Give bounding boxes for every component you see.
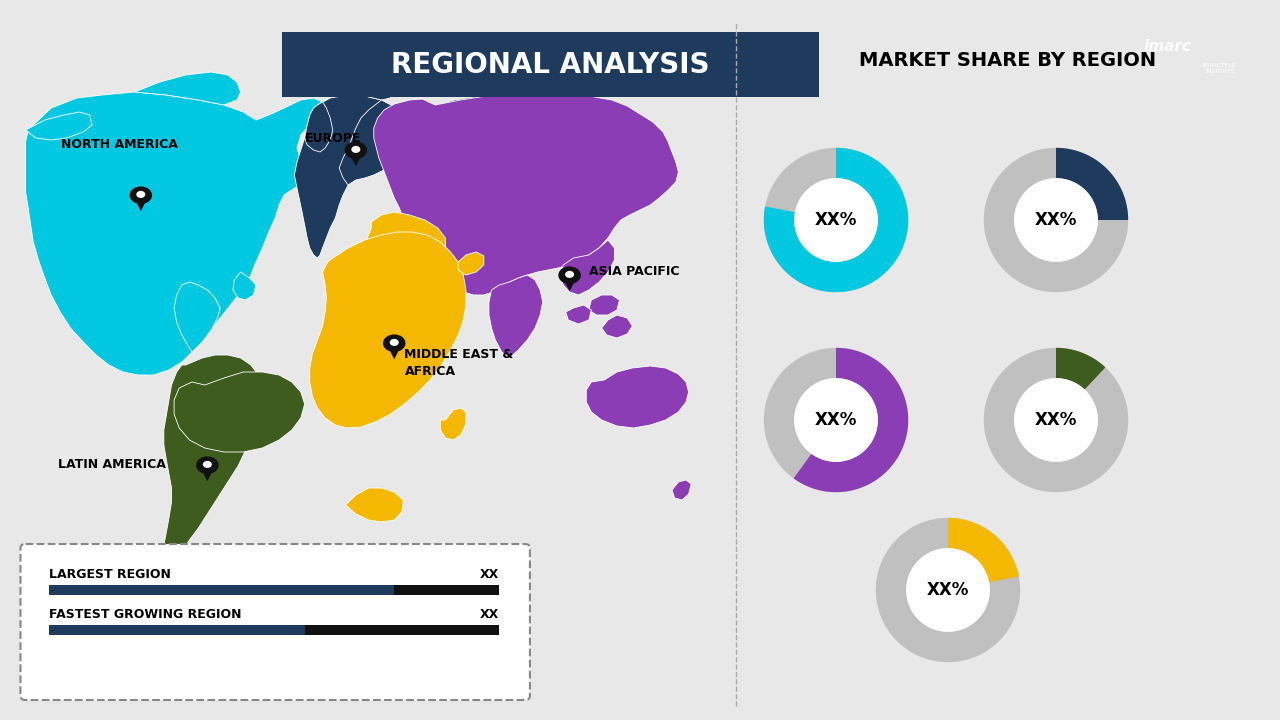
Polygon shape xyxy=(1056,148,1128,220)
Polygon shape xyxy=(310,232,466,428)
FancyBboxPatch shape xyxy=(49,585,499,595)
Polygon shape xyxy=(794,348,909,492)
Text: EUROPE: EUROPE xyxy=(305,132,361,145)
Polygon shape xyxy=(367,212,445,268)
Text: ASIA PACIFIC: ASIA PACIFIC xyxy=(589,265,680,278)
Polygon shape xyxy=(586,366,689,428)
Polygon shape xyxy=(764,148,909,292)
Circle shape xyxy=(136,191,146,198)
Polygon shape xyxy=(339,93,614,185)
Text: MIDDLE EAST &
AFRICA: MIDDLE EAST & AFRICA xyxy=(404,348,513,378)
Circle shape xyxy=(794,378,878,462)
Polygon shape xyxy=(984,348,1128,492)
Polygon shape xyxy=(305,102,333,152)
Text: NORTH AMERICA: NORTH AMERICA xyxy=(61,138,178,151)
FancyBboxPatch shape xyxy=(20,544,530,700)
Polygon shape xyxy=(294,95,412,258)
Polygon shape xyxy=(387,343,402,359)
Circle shape xyxy=(1014,378,1098,462)
Circle shape xyxy=(1014,178,1098,262)
Polygon shape xyxy=(458,252,484,275)
Polygon shape xyxy=(374,93,678,295)
Polygon shape xyxy=(566,305,591,324)
Polygon shape xyxy=(26,92,323,375)
Polygon shape xyxy=(26,112,92,140)
Polygon shape xyxy=(764,148,909,292)
Polygon shape xyxy=(672,480,691,500)
Polygon shape xyxy=(440,408,466,440)
Polygon shape xyxy=(948,518,1019,582)
Polygon shape xyxy=(164,355,262,592)
Circle shape xyxy=(906,548,989,632)
Polygon shape xyxy=(764,348,909,492)
Circle shape xyxy=(389,339,399,346)
Circle shape xyxy=(344,141,367,159)
Circle shape xyxy=(202,461,212,468)
Polygon shape xyxy=(348,150,364,166)
Polygon shape xyxy=(134,72,241,105)
Polygon shape xyxy=(346,488,403,522)
Text: XX%: XX% xyxy=(1034,211,1078,229)
FancyBboxPatch shape xyxy=(282,32,819,97)
Polygon shape xyxy=(174,372,305,452)
Polygon shape xyxy=(133,195,148,211)
Text: XX%: XX% xyxy=(1034,411,1078,429)
Circle shape xyxy=(196,456,219,474)
Polygon shape xyxy=(876,518,1020,662)
FancyBboxPatch shape xyxy=(49,625,499,635)
Text: REGIONAL ANALYSIS: REGIONAL ANALYSIS xyxy=(392,51,709,78)
Polygon shape xyxy=(1056,348,1106,390)
Circle shape xyxy=(351,146,361,153)
Text: IMPACTFUL
INSIGHTS: IMPACTFUL INSIGHTS xyxy=(1203,63,1238,74)
Text: XX%: XX% xyxy=(815,411,858,429)
Polygon shape xyxy=(984,148,1128,292)
FancyBboxPatch shape xyxy=(49,625,305,635)
Polygon shape xyxy=(200,465,215,481)
Polygon shape xyxy=(589,295,620,315)
Polygon shape xyxy=(562,275,577,291)
Text: imarc: imarc xyxy=(1143,39,1192,54)
Circle shape xyxy=(794,178,878,262)
Polygon shape xyxy=(348,68,394,100)
Text: XX%: XX% xyxy=(927,581,969,599)
Circle shape xyxy=(564,271,575,278)
Text: FASTEST GROWING REGION: FASTEST GROWING REGION xyxy=(49,608,241,621)
Circle shape xyxy=(383,334,406,352)
Text: LARGEST REGION: LARGEST REGION xyxy=(49,568,170,581)
Circle shape xyxy=(129,186,152,204)
Polygon shape xyxy=(561,240,614,295)
Polygon shape xyxy=(174,282,220,352)
Text: LATIN AMERICA: LATIN AMERICA xyxy=(58,458,165,471)
Text: XX: XX xyxy=(480,608,499,621)
Polygon shape xyxy=(602,315,632,338)
Circle shape xyxy=(558,266,581,284)
Text: XX: XX xyxy=(480,568,499,581)
FancyBboxPatch shape xyxy=(49,585,394,595)
Polygon shape xyxy=(489,275,543,358)
Text: MARKET SHARE BY REGION: MARKET SHARE BY REGION xyxy=(859,50,1156,70)
Text: XX%: XX% xyxy=(815,211,858,229)
Polygon shape xyxy=(233,272,256,300)
